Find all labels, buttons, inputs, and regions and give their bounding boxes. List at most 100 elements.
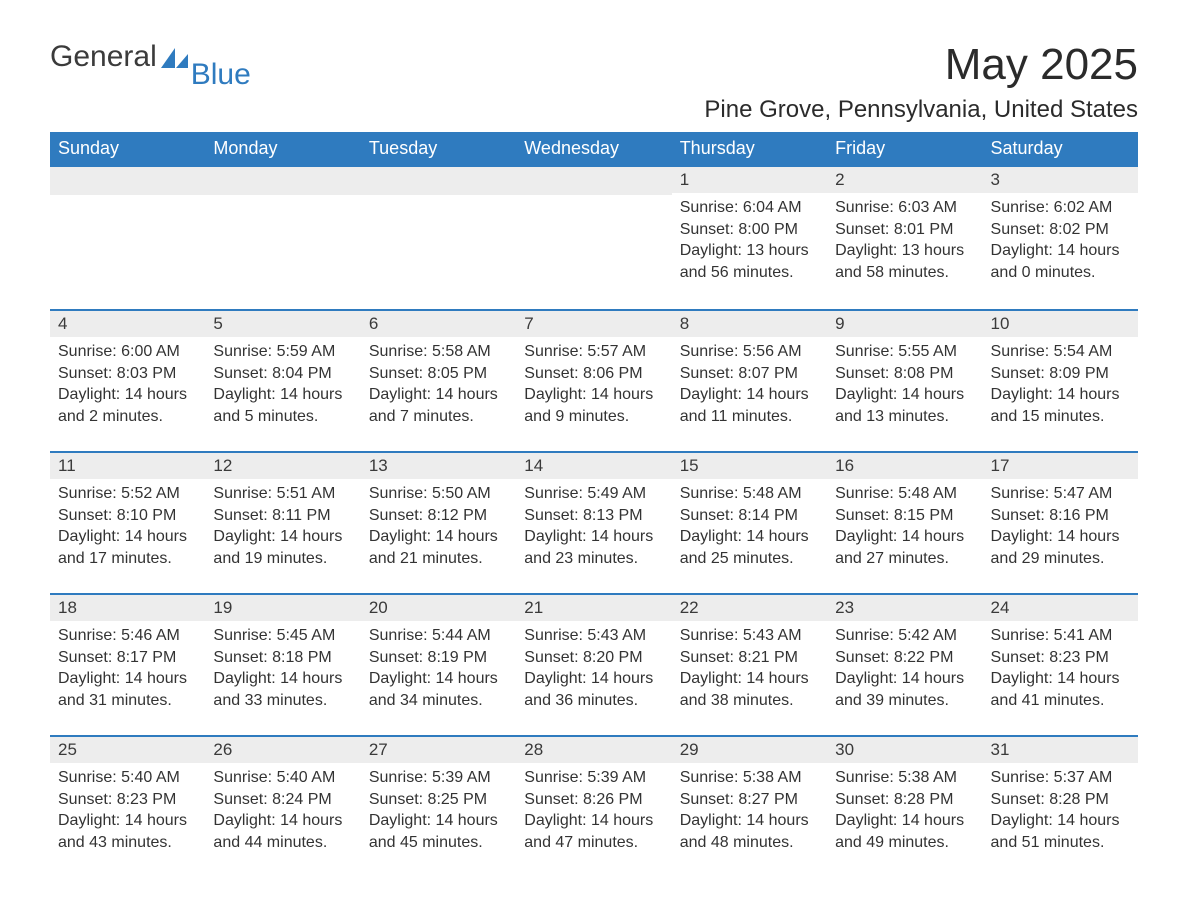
day-number: 30 xyxy=(827,737,982,763)
daylight-line: Daylight: 14 hours and 11 minutes. xyxy=(680,384,819,427)
day-details: Sunrise: 5:54 AMSunset: 8:09 PMDaylight:… xyxy=(983,337,1138,451)
dow-friday: Friday xyxy=(827,132,982,166)
brand-word1: General xyxy=(50,40,157,74)
sunrise-line: Sunrise: 6:00 AM xyxy=(58,341,197,363)
day-number: 17 xyxy=(983,453,1138,479)
sunset-line: Sunset: 8:18 PM xyxy=(213,647,352,669)
day-cell: 16Sunrise: 5:48 AMSunset: 8:15 PMDayligh… xyxy=(827,452,982,594)
day-cell: 8Sunrise: 5:56 AMSunset: 8:07 PMDaylight… xyxy=(672,310,827,452)
sunset-line: Sunset: 8:23 PM xyxy=(991,647,1130,669)
day-cell: 2Sunrise: 6:03 AMSunset: 8:01 PMDaylight… xyxy=(827,166,982,310)
day-details: Sunrise: 5:39 AMSunset: 8:26 PMDaylight:… xyxy=(516,763,671,877)
day-cell: 30Sunrise: 5:38 AMSunset: 8:28 PMDayligh… xyxy=(827,736,982,877)
day-details: Sunrise: 5:40 AMSunset: 8:23 PMDaylight:… xyxy=(50,763,205,877)
day-cell: 27Sunrise: 5:39 AMSunset: 8:25 PMDayligh… xyxy=(361,736,516,877)
empty-cell xyxy=(516,166,671,310)
daylight-line: Daylight: 14 hours and 2 minutes. xyxy=(58,384,197,427)
day-cell: 11Sunrise: 5:52 AMSunset: 8:10 PMDayligh… xyxy=(50,452,205,594)
daylight-line: Daylight: 13 hours and 56 minutes. xyxy=(680,240,819,283)
sunset-line: Sunset: 8:05 PM xyxy=(369,363,508,385)
daylight-line: Daylight: 14 hours and 21 minutes. xyxy=(369,526,508,569)
sunrise-line: Sunrise: 5:47 AM xyxy=(991,483,1130,505)
day-number: 4 xyxy=(50,311,205,337)
day-cell: 7Sunrise: 5:57 AMSunset: 8:06 PMDaylight… xyxy=(516,310,671,452)
day-number: 10 xyxy=(983,311,1138,337)
sunrise-line: Sunrise: 5:59 AM xyxy=(213,341,352,363)
daylight-line: Daylight: 14 hours and 44 minutes. xyxy=(213,810,352,853)
day-number: 16 xyxy=(827,453,982,479)
day-cell: 4 Sunrise: 6:00 AMSunset: 8:03 PMDaylight… xyxy=(50,310,205,452)
sunset-line: Sunset: 8:03 PM xyxy=(58,363,197,385)
sunset-line: Sunset: 8:28 PM xyxy=(991,789,1130,811)
day-cell: 20Sunrise: 5:44 AMSunset: 8:19 PMDayligh… xyxy=(361,594,516,736)
day-number: 3 xyxy=(983,167,1138,193)
day-details: Sunrise: 5:39 AMSunset: 8:25 PMDaylight:… xyxy=(361,763,516,877)
sunset-line: Sunset: 8:12 PM xyxy=(369,505,508,527)
day-details: Sunrise: 5:46 AMSunset: 8:17 PMDaylight:… xyxy=(50,621,205,735)
empty-cell xyxy=(205,166,360,310)
day-details: Sunrise: 5:56 AMSunset: 8:07 PMDaylight:… xyxy=(672,337,827,451)
sunrise-line: Sunrise: 5:52 AM xyxy=(58,483,197,505)
day-details: Sunrise: 5:48 AMSunset: 8:15 PMDaylight:… xyxy=(827,479,982,593)
sunset-line: Sunset: 8:00 PM xyxy=(680,219,819,241)
daylight-line: Daylight: 14 hours and 34 minutes. xyxy=(369,668,508,711)
day-number: 26 xyxy=(205,737,360,763)
daylight-line: Daylight: 14 hours and 29 minutes. xyxy=(991,526,1130,569)
dow-saturday: Saturday xyxy=(983,132,1138,166)
day-number: 28 xyxy=(516,737,671,763)
dow-thursday: Thursday xyxy=(672,132,827,166)
sunset-line: Sunset: 8:17 PM xyxy=(58,647,197,669)
brand-word2: Blue xyxy=(191,58,251,92)
day-details: Sunrise: 6:04 AMSunset: 8:00 PMDaylight:… xyxy=(672,193,827,307)
sunset-line: Sunset: 8:10 PM xyxy=(58,505,197,527)
day-cell: 28Sunrise: 5:39 AMSunset: 8:26 PMDayligh… xyxy=(516,736,671,877)
daylight-line: Daylight: 14 hours and 38 minutes. xyxy=(680,668,819,711)
daylight-line: Daylight: 14 hours and 23 minutes. xyxy=(524,526,663,569)
day-details: Sunrise: 5:43 AMSunset: 8:21 PMDaylight:… xyxy=(672,621,827,735)
day-details: Sunrise: 5:55 AMSunset: 8:08 PMDaylight:… xyxy=(827,337,982,451)
sunrise-line: Sunrise: 5:37 AM xyxy=(991,767,1130,789)
day-details: Sunrise: 5:52 AMSunset: 8:10 PMDaylight:… xyxy=(50,479,205,593)
daylight-line: Daylight: 14 hours and 45 minutes. xyxy=(369,810,508,853)
sunrise-line: Sunrise: 5:46 AM xyxy=(58,625,197,647)
daylight-line: Daylight: 14 hours and 33 minutes. xyxy=(213,668,352,711)
brand-logo: General Blue xyxy=(50,40,251,74)
dow-wednesday: Wednesday xyxy=(516,132,671,166)
day-details: Sunrise: 5:58 AMSunset: 8:05 PMDaylight:… xyxy=(361,337,516,451)
week-row: 11Sunrise: 5:52 AMSunset: 8:10 PMDayligh… xyxy=(50,452,1138,594)
sunrise-line: Sunrise: 6:03 AM xyxy=(835,197,974,219)
day-of-week-header: SundayMondayTuesdayWednesdayThursdayFrid… xyxy=(50,132,1138,166)
sunset-line: Sunset: 8:22 PM xyxy=(835,647,974,669)
sunset-line: Sunset: 8:07 PM xyxy=(680,363,819,385)
sunrise-line: Sunrise: 5:41 AM xyxy=(991,625,1130,647)
sunset-line: Sunset: 8:28 PM xyxy=(835,789,974,811)
day-cell: 31Sunrise: 5:37 AMSunset: 8:28 PMDayligh… xyxy=(983,736,1138,877)
sail-icon xyxy=(161,44,189,78)
day-details: Sunrise: 6:03 AMSunset: 8:01 PMDaylight:… xyxy=(827,193,982,307)
day-details: Sunrise: 5:59 AMSunset: 8:04 PMDaylight:… xyxy=(205,337,360,451)
sunset-line: Sunset: 8:26 PM xyxy=(524,789,663,811)
sunrise-line: Sunrise: 5:45 AM xyxy=(213,625,352,647)
daylight-line: Daylight: 14 hours and 25 minutes. xyxy=(680,526,819,569)
daylight-line: Daylight: 14 hours and 47 minutes. xyxy=(524,810,663,853)
day-cell: 15Sunrise: 5:48 AMSunset: 8:14 PMDayligh… xyxy=(672,452,827,594)
sunrise-line: Sunrise: 5:42 AM xyxy=(835,625,974,647)
day-number: 27 xyxy=(361,737,516,763)
sunset-line: Sunset: 8:19 PM xyxy=(369,647,508,669)
day-details: Sunrise: 5:42 AMSunset: 8:22 PMDaylight:… xyxy=(827,621,982,735)
day-cell: 17Sunrise: 5:47 AMSunset: 8:16 PMDayligh… xyxy=(983,452,1138,594)
sunrise-line: Sunrise: 5:51 AM xyxy=(213,483,352,505)
sunset-line: Sunset: 8:13 PM xyxy=(524,505,663,527)
daylight-line: Daylight: 14 hours and 5 minutes. xyxy=(213,384,352,427)
day-details: Sunrise: 5:49 AMSunset: 8:13 PMDaylight:… xyxy=(516,479,671,593)
dow-monday: Monday xyxy=(205,132,360,166)
day-details: Sunrise: 5:41 AMSunset: 8:23 PMDaylight:… xyxy=(983,621,1138,735)
week-row: 25Sunrise: 5:40 AMSunset: 8:23 PMDayligh… xyxy=(50,736,1138,877)
sunset-line: Sunset: 8:01 PM xyxy=(835,219,974,241)
day-details: Sunrise: 5:38 AMSunset: 8:28 PMDaylight:… xyxy=(827,763,982,877)
daylight-line: Daylight: 14 hours and 36 minutes. xyxy=(524,668,663,711)
sunset-line: Sunset: 8:15 PM xyxy=(835,505,974,527)
sunset-line: Sunset: 8:23 PM xyxy=(58,789,197,811)
day-number: 14 xyxy=(516,453,671,479)
location: Pine Grove, Pennsylvania, United States xyxy=(50,96,1138,124)
